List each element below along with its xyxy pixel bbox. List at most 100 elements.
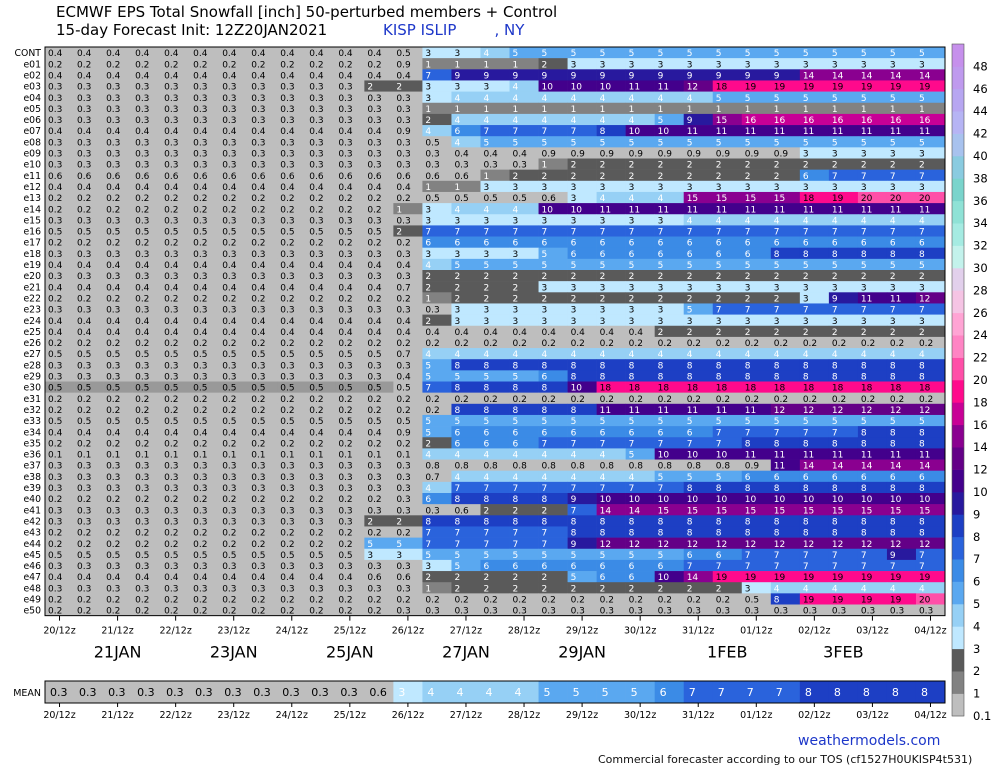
cell [770,448,801,460]
cell-value: 0.3 [193,306,207,316]
cell [567,571,597,583]
cell [277,158,307,170]
cell [190,381,220,393]
cell [161,236,191,248]
cell-value: 8 [425,517,431,527]
cell [857,69,888,81]
cell-value: 0.4 [367,127,382,137]
cell-value: 8 [687,484,693,494]
cell-value: 4 [513,350,519,360]
cell-value: 19 [803,573,815,583]
cell-value: 5 [629,49,635,59]
cell [886,403,917,416]
cell [103,370,133,382]
cell [364,270,394,282]
cell-value: 0.8 [483,462,498,472]
cell-value: 0.3 [280,462,294,472]
cell [538,236,568,248]
cell-value: 4 [513,473,519,483]
cell-value: 9 [483,71,489,81]
mean-value: 3 [398,686,405,699]
cell [364,359,394,371]
cell-value: 0.3 [135,373,149,383]
cell-value: 7 [542,439,548,449]
cell-value: 2 [716,328,722,338]
cell [683,426,714,438]
cell [567,426,597,438]
cell-value: 0.3 [338,373,352,383]
cell-value: 0.3 [77,562,91,572]
cell-value: 10 [919,495,931,505]
cell-value: 16 [919,116,931,126]
cell [248,604,278,616]
cell [857,225,888,237]
cell-value: 8 [919,484,925,494]
date-label: 25JAN [326,643,374,662]
cell [857,370,888,382]
cell-value: 0.2 [309,406,323,416]
cell [712,258,743,271]
cell [857,526,888,538]
cell [103,348,133,360]
cell [103,136,133,148]
cell [828,571,859,583]
cell-value: 0.5 [280,350,294,360]
cell [451,281,481,293]
cell-value: 3 [629,306,635,316]
cell-value: 0.4 [222,49,237,59]
cell [683,270,714,282]
cell-value: 5 [919,49,925,59]
colorbar-swatch [952,581,964,605]
cell-value: 4 [774,216,780,226]
cell-value: 15 [687,506,698,516]
cell [45,125,75,137]
cell-value: 0.3 [77,216,91,226]
cell [799,559,830,572]
cell [857,392,888,405]
cell [509,481,539,494]
cell [422,459,452,471]
cell [654,158,685,170]
cell-value: 3 [745,283,751,293]
cell [74,125,104,137]
cell-value: 0.2 [164,395,178,405]
cell-value: 0.3 [919,607,933,617]
cell [306,69,336,81]
cell-value: 0.3 [193,584,207,594]
cell [596,203,626,215]
cell-value: 0.9 [687,150,702,160]
cell-value: 0.2 [251,339,265,349]
cell-value: 0.6 [48,172,63,182]
cell [538,604,568,616]
cell-value: 0.4 [280,183,295,193]
cell [132,437,162,449]
cell [335,448,365,460]
cell-value: 4 [745,216,751,226]
cell [567,537,597,550]
cell-value: 8 [513,384,519,394]
cell-value: 10 [629,495,641,505]
cell-value: 1 [716,105,722,115]
cell-value: 8 [542,406,548,416]
cell-value: 0.7 [396,350,410,360]
cell-value: 5 [687,417,693,427]
cell-value: 0.2 [251,607,265,617]
cell-value: 8 [513,406,519,416]
cell-value: 0.3 [251,138,265,148]
cell [712,270,743,282]
cell [480,526,510,538]
cell-value: 11 [687,205,698,215]
cell-value: 0.5 [338,350,352,360]
cell-value: 7 [832,228,838,238]
cell [277,348,307,360]
cell-value: 0.2 [106,596,120,606]
cell [45,91,75,104]
member-label-e15: e15 [23,215,41,226]
cell [509,515,539,527]
cell [422,191,452,204]
cell-value: 3 [571,60,577,70]
cell-value: 0.4 [164,283,179,293]
cell [335,125,365,137]
cell [161,69,191,81]
cell-value: 2 [658,584,664,594]
